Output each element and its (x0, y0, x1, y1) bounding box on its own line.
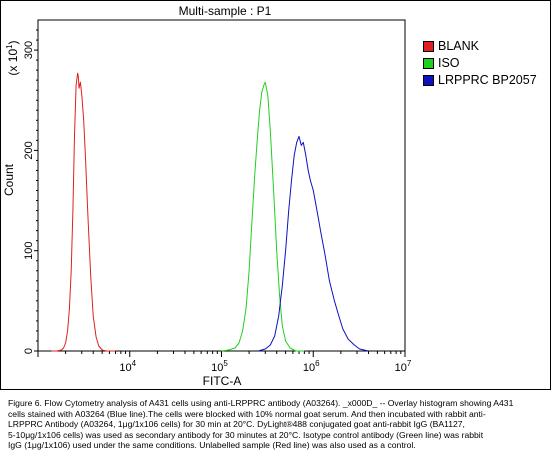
chart-title: Multi-sample : P1 (179, 4, 272, 18)
legend-swatch-lrpprc (423, 74, 434, 86)
plot-frame (37, 19, 406, 352)
y-multiplier-label: (x 101) (5, 40, 20, 75)
flow-histogram-chart: Multi-sample : P1 (x 101) Count FITC-A 0… (2, 4, 412, 388)
legend-item-iso: ISO (423, 55, 537, 71)
y-tick-label: 200 (23, 141, 35, 159)
figure-caption: Figure 6. Flow Cytometry analysis of A43… (8, 398, 514, 451)
series-line-lrpprc-bp2057 (257, 135, 369, 352)
legend-item-lrpprc: LRPPRC BP2057 (423, 72, 537, 88)
x-tick-label: 107 (395, 359, 412, 374)
series-line-blank (51, 72, 116, 352)
y-tick-label: 300 (23, 41, 35, 59)
series-lines (51, 72, 369, 352)
x-tick-label: 105 (211, 359, 228, 374)
y-multiplier-prefix: (x 10 (6, 49, 20, 76)
legend-label-iso: ISO (438, 56, 460, 70)
x-tick-label: 106 (303, 359, 320, 374)
y-tick-label: 0 (23, 348, 35, 354)
legend-swatch-iso (423, 57, 434, 69)
legend-swatch-blank (423, 40, 434, 52)
y-tick-label: 100 (23, 242, 35, 260)
x-axis-label: FITC-A (203, 374, 242, 388)
legend: BLANK ISO LRPPRC BP2057 (423, 38, 537, 89)
x-tick-label: 104 (119, 359, 136, 374)
legend-item-blank: BLANK (423, 38, 537, 54)
x-axis: 104 105 106 107 (37, 351, 412, 374)
svg-text:(x 101): (x 101) (5, 40, 20, 75)
series-line-iso (221, 81, 305, 352)
legend-label-lrpprc: LRPPRC BP2057 (438, 73, 537, 87)
y-multiplier-close: ) (6, 40, 20, 44)
y-axis: 0 100 200 300 (23, 29, 38, 354)
legend-label-blank: BLANK (438, 39, 479, 53)
y-multiplier-exp: 1 (5, 44, 14, 49)
y-axis-label: Count (2, 163, 16, 196)
